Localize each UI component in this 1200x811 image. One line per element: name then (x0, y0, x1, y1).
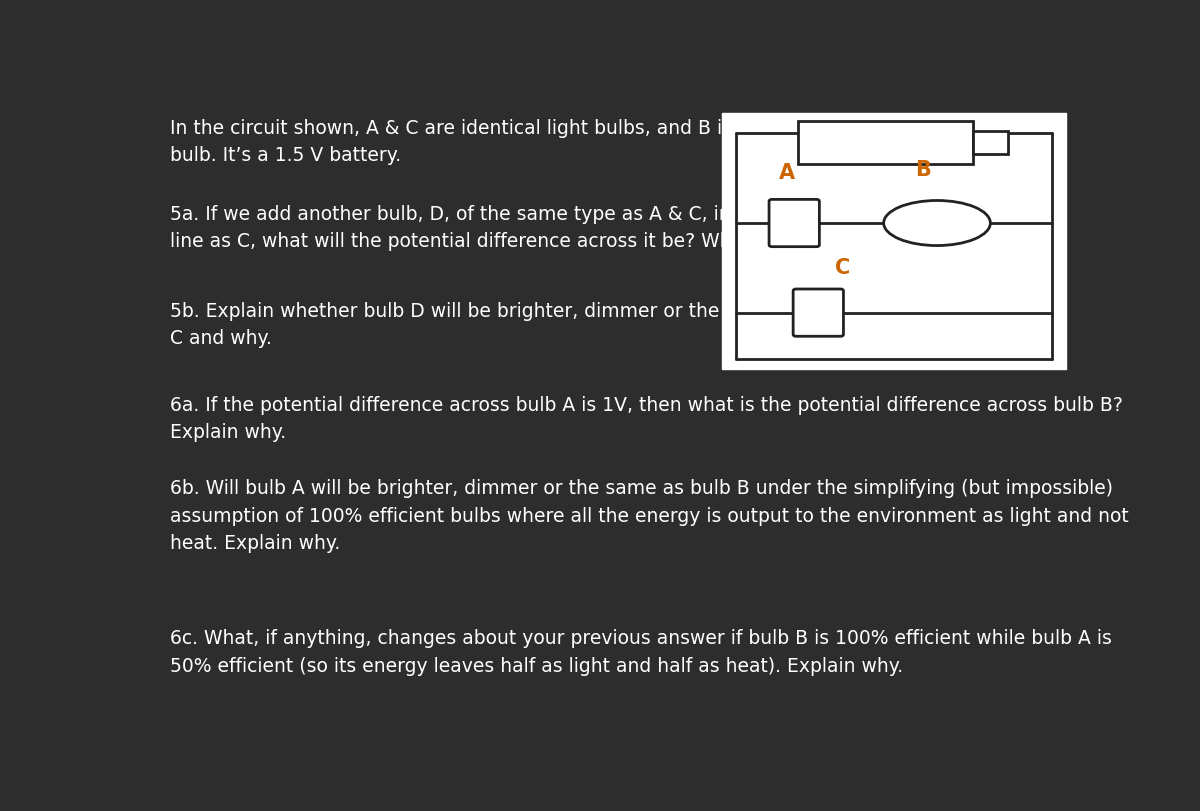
Text: In the circuit shown, A & C are identical light bulbs, and B is a different
bulb: In the circuit shown, A & C are identica… (170, 119, 835, 165)
Text: B: B (916, 160, 931, 180)
Text: 6a. If the potential difference across bulb A is 1V, then what is the potential : 6a. If the potential difference across b… (170, 396, 1123, 442)
Bar (772, 201, 816, 245)
Text: 5b. Explain whether bulb D will be brighter, dimmer or the same as bulb
C and wh: 5b. Explain whether bulb D will be brigh… (170, 303, 851, 349)
Text: 5a. If we add another bulb, D, of the same type as A & C, into the same
line as : 5a. If we add another bulb, D, of the sa… (170, 204, 844, 251)
Bar (973, 131, 1008, 154)
Bar (798, 121, 973, 164)
Bar (722, 113, 1066, 369)
FancyBboxPatch shape (793, 289, 844, 337)
Ellipse shape (883, 200, 990, 246)
Text: A: A (779, 163, 796, 183)
Bar (796, 291, 841, 334)
Text: 6b. Will bulb A will be brighter, dimmer or the same as bulb B under the simplif: 6b. Will bulb A will be brighter, dimmer… (170, 479, 1129, 553)
Text: 6c. What, if anything, changes about your previous answer if bulb B is 100% effi: 6c. What, if anything, changes about you… (170, 629, 1112, 676)
Ellipse shape (883, 200, 990, 246)
Text: C: C (835, 258, 850, 278)
FancyBboxPatch shape (769, 200, 820, 247)
